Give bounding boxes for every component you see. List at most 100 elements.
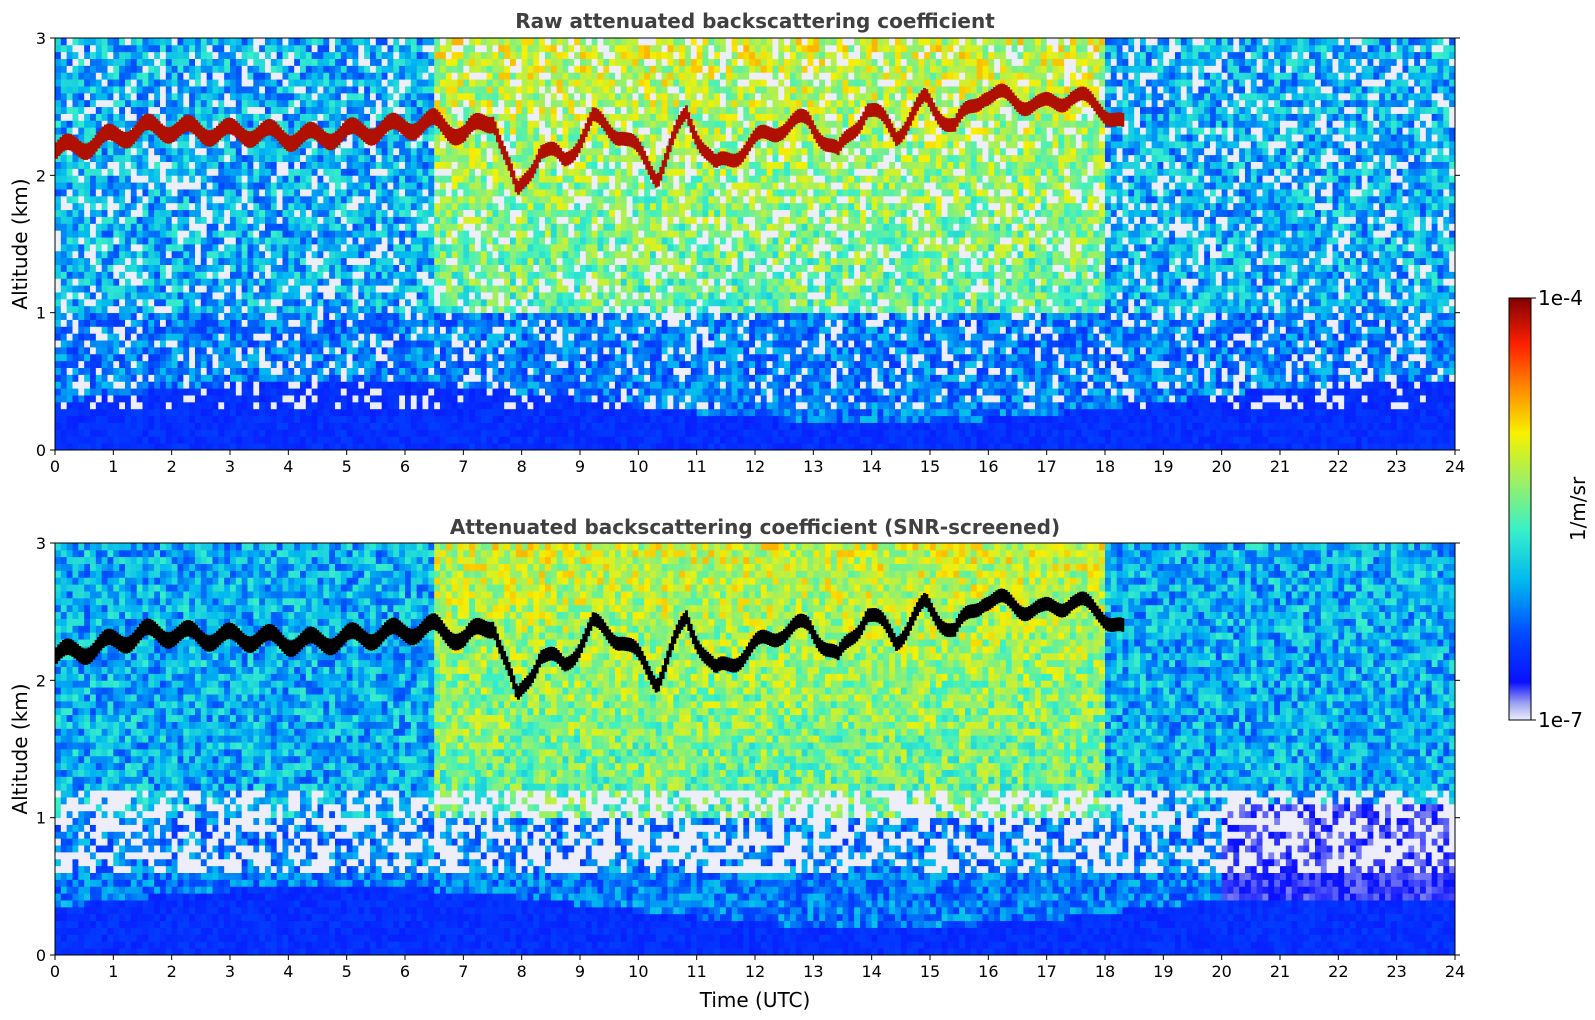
heatmap-cell	[183, 51, 190, 59]
heatmap-cell	[66, 292, 73, 300]
heatmap-cell	[422, 305, 429, 314]
heatmap-cell	[364, 230, 371, 238]
heatmap-cell	[218, 86, 225, 94]
heatmap-cell	[352, 395, 359, 403]
heatmap-cell	[130, 381, 138, 389]
heatmap-cell	[206, 195, 213, 204]
heatmap-cell	[364, 429, 371, 437]
heatmap-cell	[253, 195, 260, 204]
heatmap-cell	[218, 395, 225, 403]
heatmap-cell	[422, 175, 429, 183]
heatmap-cell	[224, 106, 231, 114]
heatmap-cell	[78, 161, 85, 169]
heatmap-cell	[329, 250, 336, 259]
heatmap-cell	[410, 92, 418, 101]
heatmap-cell	[469, 65, 476, 73]
heatmap-cell	[410, 51, 418, 59]
heatmap-cell	[66, 202, 73, 211]
heatmap-cell	[276, 333, 283, 341]
heatmap-cell	[177, 65, 184, 73]
heatmap-cell	[183, 353, 190, 362]
heatmap-cell	[370, 395, 377, 403]
heatmap-cell	[311, 326, 318, 334]
heatmap-cell	[445, 285, 453, 293]
heatmap-cell	[119, 401, 126, 410]
heatmap-cell	[311, 209, 318, 217]
heatmap-cell	[381, 44, 388, 53]
heatmap-cell	[125, 415, 132, 423]
heatmap-cell	[375, 271, 383, 279]
heatmap-cell	[300, 422, 307, 430]
heatmap-cell	[72, 209, 79, 217]
heatmap-cell	[212, 202, 219, 211]
heatmap-cell	[305, 401, 313, 410]
heatmap-cell	[113, 415, 120, 423]
heatmap-cell	[288, 44, 295, 53]
heatmap-cell	[288, 360, 295, 368]
heatmap-cell	[195, 326, 202, 334]
heatmap-cell	[78, 278, 85, 286]
heatmap-cell	[270, 264, 278, 272]
heatmap-cell	[270, 381, 278, 389]
heatmap-cell	[212, 408, 219, 417]
heatmap-cell	[218, 319, 225, 327]
heatmap-cell	[177, 168, 184, 176]
heatmap-cell	[259, 182, 266, 190]
heatmap-cell	[247, 381, 254, 389]
heatmap-cell	[66, 401, 73, 410]
heatmap-cell	[107, 202, 114, 211]
heatmap-cell	[533, 209, 540, 217]
heatmap-cell	[72, 244, 79, 252]
heatmap-cell	[405, 319, 412, 327]
heatmap-cell	[235, 113, 243, 121]
heatmap-cell	[276, 86, 283, 94]
heatmap-cell	[195, 106, 202, 114]
heatmap-cell	[527, 443, 534, 450]
heatmap-cell	[294, 168, 301, 176]
heatmap-cell	[381, 415, 388, 423]
heatmap-cell	[445, 154, 453, 162]
heatmap-cell	[521, 347, 528, 355]
heatmap-cell	[335, 353, 342, 362]
heatmap-cell	[405, 58, 412, 66]
heatmap-cell	[84, 58, 91, 66]
heatmap-cell	[119, 175, 126, 183]
heatmap-cell	[364, 51, 371, 59]
heatmap-cell	[125, 216, 132, 224]
heatmap-cell	[521, 250, 528, 259]
heatmap-cell	[311, 154, 318, 162]
heatmap-cell	[521, 326, 528, 334]
heatmap-cell	[189, 86, 196, 94]
heatmap-cell	[84, 436, 91, 444]
heatmap-cell	[206, 271, 213, 279]
heatmap-cell	[270, 86, 278, 94]
heatmap-cell	[253, 401, 260, 410]
heatmap-cell	[387, 436, 394, 444]
heatmap-cell	[486, 436, 493, 444]
heatmap-cell	[370, 285, 377, 293]
heatmap-cell	[60, 381, 68, 389]
heatmap-cell	[189, 395, 196, 403]
heatmap-cell	[294, 216, 301, 224]
heatmap-cell	[323, 120, 330, 128]
heatmap-cell	[434, 347, 441, 355]
heatmap-cell	[95, 395, 103, 403]
heatmap-cell	[375, 367, 383, 375]
heatmap-cell	[469, 292, 476, 300]
heatmap-cell	[440, 209, 447, 217]
heatmap-cell	[206, 319, 213, 327]
heatmap-cell	[200, 168, 208, 176]
heatmap-cell	[165, 209, 173, 217]
heatmap-cell	[119, 429, 126, 437]
heatmap-cell	[160, 154, 167, 162]
heatmap-cell	[72, 195, 79, 204]
heatmap-cell	[189, 72, 196, 80]
heatmap-cell	[469, 443, 476, 450]
heatmap-cell	[445, 422, 453, 430]
heatmap-cell	[434, 298, 441, 307]
heatmap-cell	[370, 292, 377, 300]
heatmap-cell	[340, 264, 348, 272]
heatmap-cell	[463, 244, 470, 252]
heatmap-cell	[358, 237, 365, 245]
heatmap-cell	[515, 360, 523, 368]
